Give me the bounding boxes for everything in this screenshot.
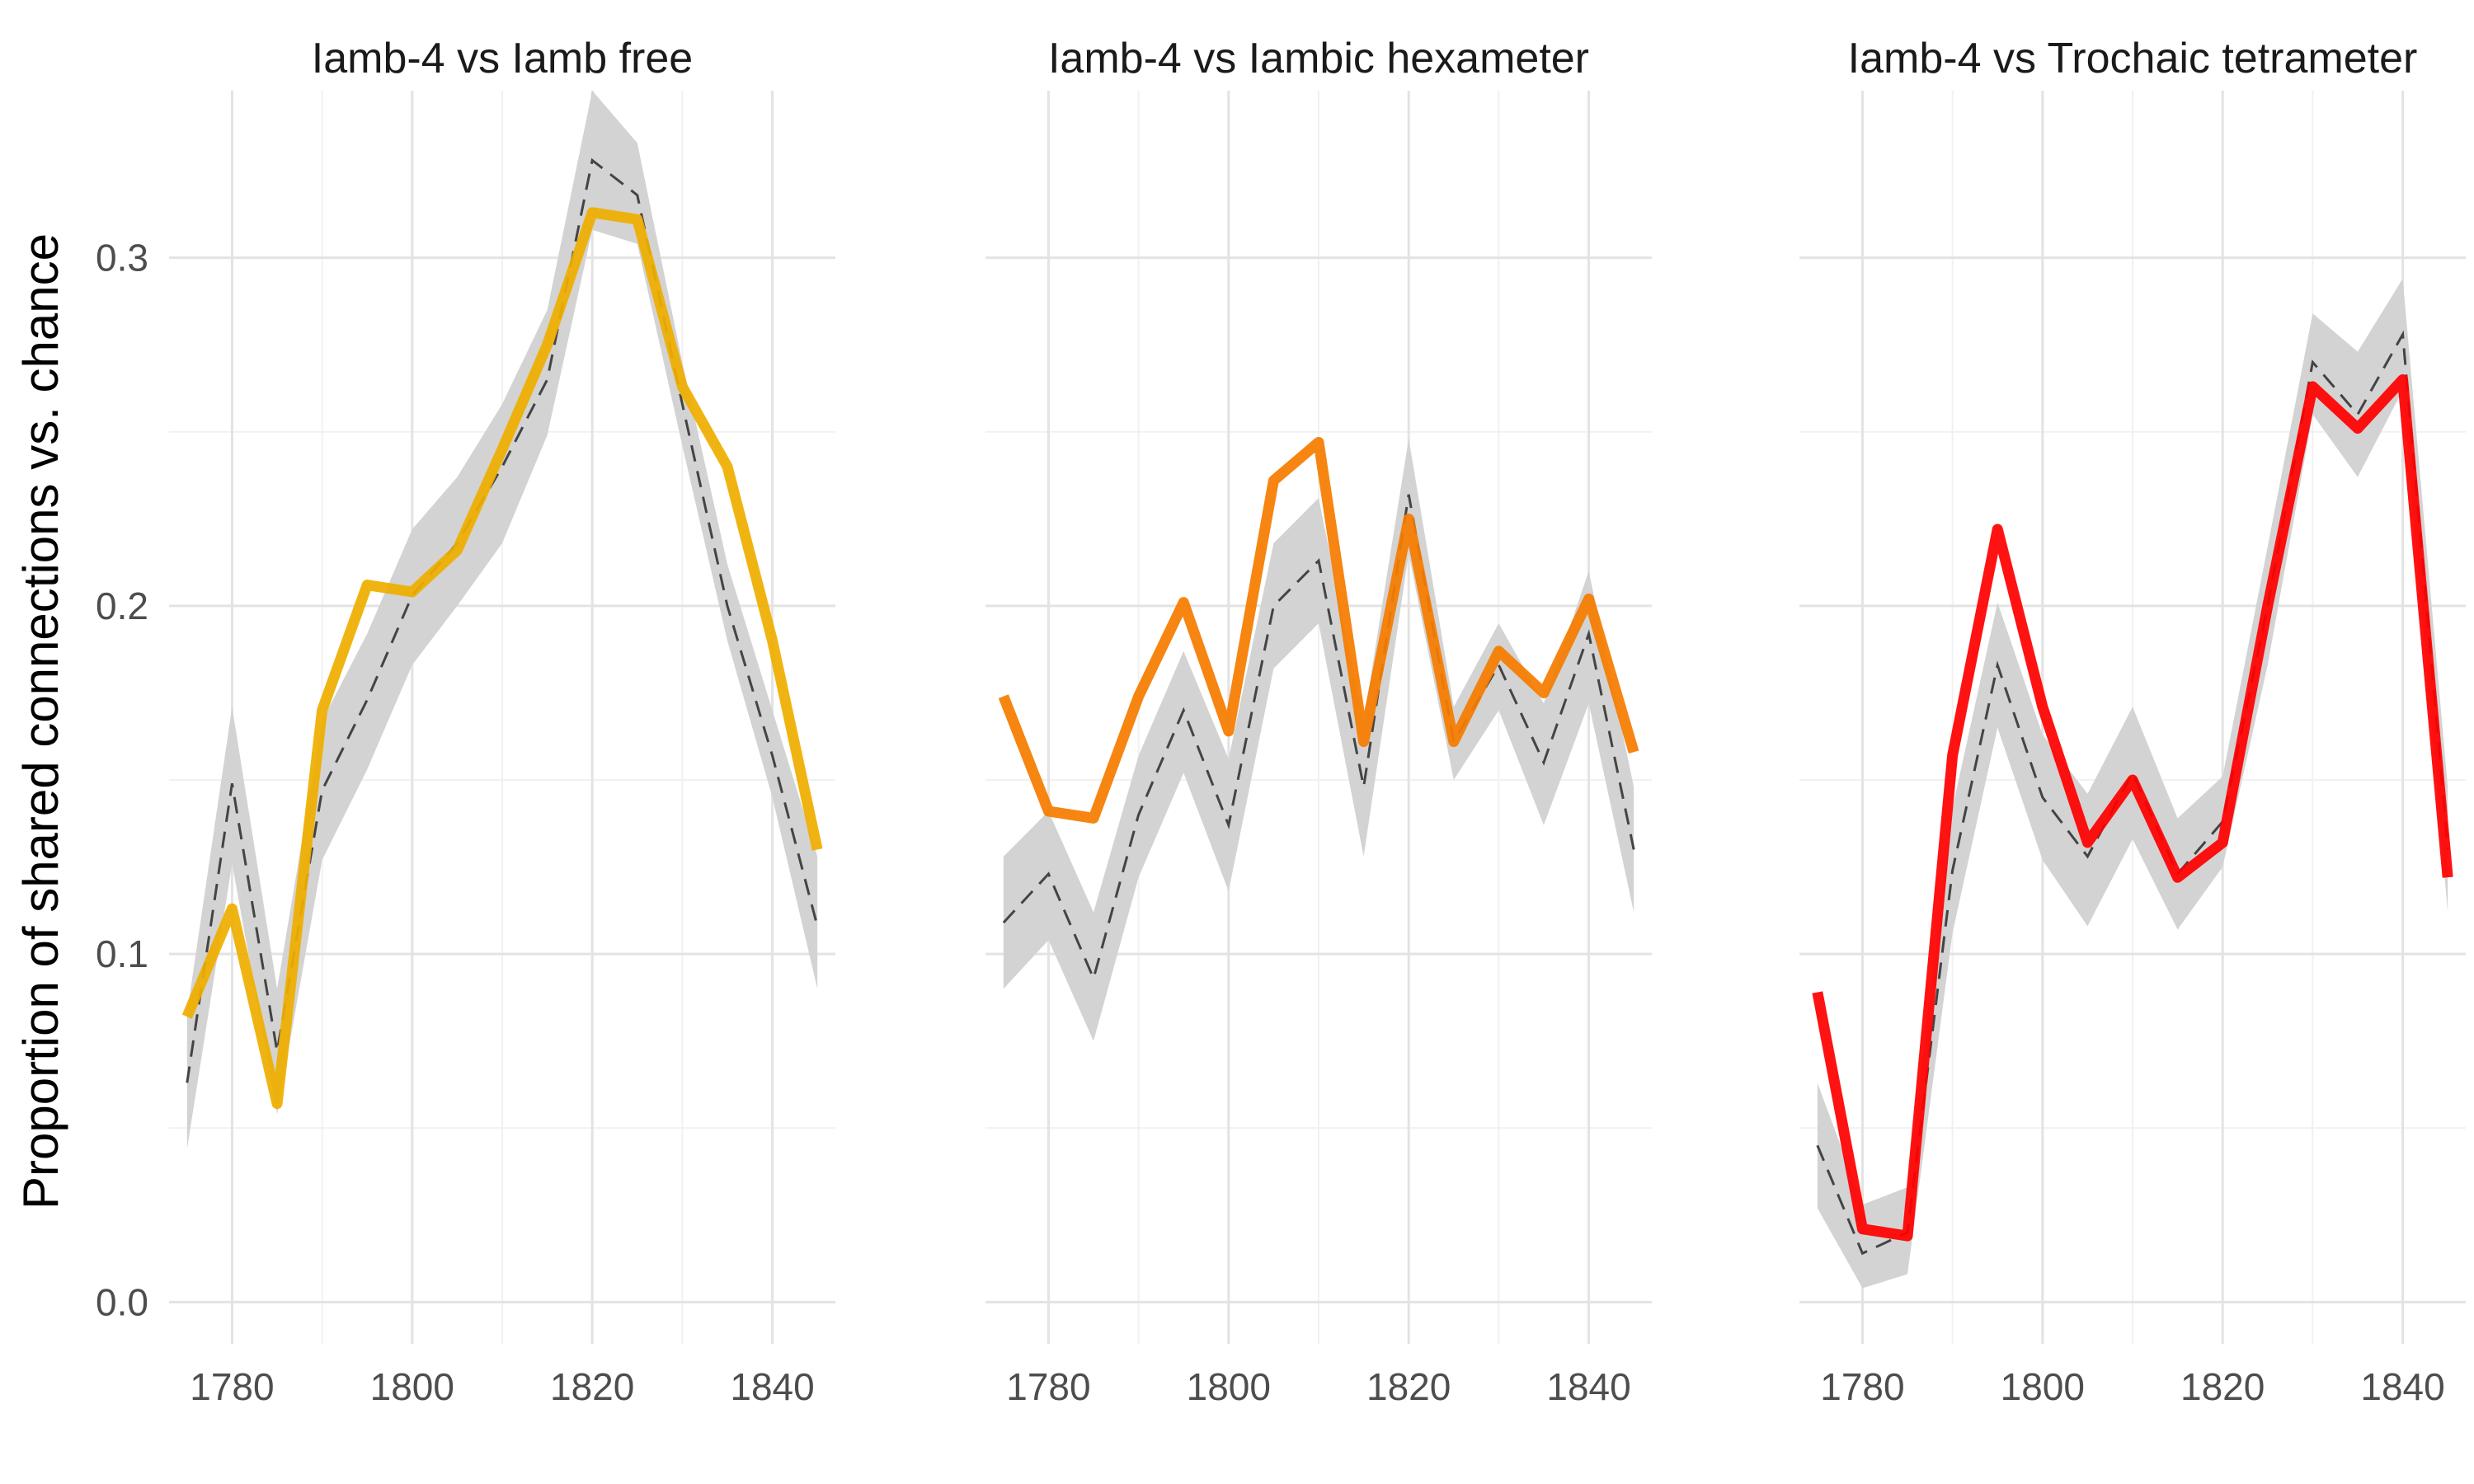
observed-point bbox=[2086, 842, 2088, 843]
observed-point bbox=[231, 908, 233, 909]
panel-1-title: Iamb-4 vs Iamb free bbox=[312, 35, 693, 82]
x-tick-label: 1820 bbox=[2180, 1365, 2265, 1408]
panel-3-title: Iamb-4 vs Trochaic tetrameter bbox=[1848, 35, 2418, 82]
x-tick-label: 1820 bbox=[1366, 1365, 1451, 1408]
observed-point bbox=[1543, 692, 1545, 693]
y-tick-label: 0.2 bbox=[96, 585, 148, 627]
observed-point bbox=[2267, 605, 2269, 607]
observed-point bbox=[1997, 528, 1998, 530]
observed-point bbox=[1093, 817, 1094, 819]
observed-point bbox=[366, 585, 368, 586]
panel-2-chance bbox=[1002, 494, 1635, 983]
panel-1-grid bbox=[169, 91, 835, 1344]
observed-point bbox=[681, 386, 683, 387]
observed-point bbox=[816, 848, 818, 850]
observed-point bbox=[456, 549, 458, 551]
x-tick-label: 1840 bbox=[1546, 1365, 1630, 1408]
observed-point bbox=[1633, 751, 1634, 753]
y-tick-label: 0.1 bbox=[96, 932, 148, 975]
observed-point bbox=[2177, 876, 2179, 878]
x-tick-label: 1780 bbox=[1820, 1365, 1904, 1408]
observed-point bbox=[591, 212, 593, 214]
panel-2: Iamb-4 vs Iambic hexameter 1780 1800 182… bbox=[985, 35, 1652, 1408]
observed-point bbox=[1408, 518, 1409, 519]
observed-point bbox=[1003, 696, 1004, 697]
observed-point bbox=[2132, 779, 2133, 781]
observed-point bbox=[1138, 696, 1140, 697]
x-tick-label: 1800 bbox=[370, 1365, 454, 1408]
observed-point bbox=[2312, 386, 2313, 387]
observed-point bbox=[322, 710, 323, 711]
observed-point bbox=[412, 591, 413, 593]
observed-point bbox=[637, 218, 638, 220]
y-tick-label: 0.0 bbox=[96, 1280, 148, 1323]
panel-3-observed bbox=[1812, 373, 2453, 1242]
observed-line bbox=[1812, 373, 2453, 1242]
chance-mean-line bbox=[1002, 494, 1635, 983]
observed-point bbox=[1498, 650, 1499, 652]
observed-point bbox=[2042, 706, 2044, 707]
observed-line bbox=[181, 207, 823, 1110]
y-axis-label: Proportion of shared connections vs. cha… bbox=[13, 233, 68, 1209]
panel-1: Iamb-4 vs Iamb free 1780 1800 1820 1840 … bbox=[96, 35, 835, 1408]
observed-point bbox=[1363, 741, 1365, 743]
panel-2-title: Iamb-4 vs Iambic hexameter bbox=[1048, 35, 1589, 82]
observed-point bbox=[1817, 992, 1818, 993]
panel-3: Iamb-4 vs Trochaic tetrameter 1780 1800 … bbox=[1799, 35, 2466, 1408]
observed-point bbox=[1453, 741, 1455, 743]
panel-3-chance bbox=[1816, 330, 2449, 1256]
observed-point bbox=[2447, 876, 2448, 878]
x-tick-label: 1780 bbox=[1006, 1365, 1090, 1408]
observed-point bbox=[501, 448, 503, 450]
observed-point bbox=[1907, 1235, 1908, 1237]
observed-point bbox=[276, 1103, 278, 1105]
observed-point bbox=[2402, 378, 2404, 380]
observed-point bbox=[1183, 602, 1184, 603]
observed-point bbox=[2222, 842, 2223, 843]
observed-point bbox=[1228, 730, 1230, 732]
observed-point bbox=[1318, 441, 1319, 443]
observed-point bbox=[2357, 428, 2359, 430]
observed-point bbox=[772, 640, 774, 641]
x-tick-label: 1800 bbox=[2001, 1365, 2085, 1408]
observed-point bbox=[547, 344, 548, 345]
observed-line bbox=[998, 436, 1639, 824]
panel-1-observed bbox=[181, 207, 823, 1110]
chance-mean-line bbox=[1816, 330, 2449, 1256]
x-tick-label: 1840 bbox=[730, 1365, 814, 1408]
x-tick-label: 1800 bbox=[1187, 1365, 1271, 1408]
x-tick-label: 1780 bbox=[190, 1365, 274, 1408]
observed-point bbox=[1047, 810, 1049, 812]
x-tick-label: 1840 bbox=[2360, 1365, 2444, 1408]
observed-point bbox=[1861, 1228, 1863, 1230]
observed-point bbox=[1272, 480, 1274, 481]
panel-2-observed bbox=[998, 436, 1639, 824]
observed-point bbox=[186, 1016, 188, 1017]
observed-point bbox=[727, 466, 728, 467]
observed-point bbox=[1588, 598, 1590, 599]
y-tick-label: 0.3 bbox=[96, 237, 148, 279]
observed-point bbox=[1952, 754, 1954, 756]
x-tick-label: 1820 bbox=[550, 1365, 634, 1408]
